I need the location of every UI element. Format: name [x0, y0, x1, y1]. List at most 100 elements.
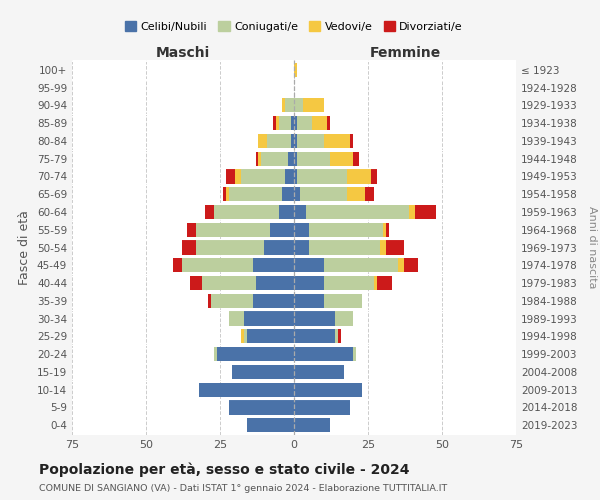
Bar — [294, 382, 362, 397]
Bar — [386, 240, 404, 254]
Bar — [383, 222, 386, 237]
Text: Popolazione per età, sesso e stato civile - 2024: Popolazione per età, sesso e stato civil… — [39, 462, 409, 477]
Bar — [173, 258, 182, 272]
Bar — [409, 205, 415, 219]
Bar — [226, 170, 235, 183]
Bar — [294, 170, 297, 183]
Bar — [279, 205, 294, 219]
Bar — [323, 258, 398, 272]
Bar — [323, 276, 374, 290]
Y-axis label: Fasce di età: Fasce di età — [19, 210, 31, 285]
Bar — [205, 205, 214, 219]
Bar — [312, 116, 326, 130]
Bar — [282, 187, 294, 202]
Bar — [338, 330, 341, 344]
Bar — [279, 116, 291, 130]
Bar — [294, 240, 309, 254]
Legend: Celibi/Nubili, Coniugati/e, Vedovi/e, Divorziati/e: Celibi/Nubili, Coniugati/e, Vedovi/e, Di… — [121, 17, 467, 36]
Bar — [365, 187, 374, 202]
Bar — [223, 187, 226, 202]
Bar — [300, 187, 347, 202]
Bar — [294, 134, 297, 148]
Bar — [244, 312, 294, 326]
Bar — [323, 134, 350, 148]
Bar — [294, 152, 297, 166]
Bar — [268, 134, 291, 148]
Bar — [350, 134, 353, 148]
Bar — [294, 294, 323, 308]
Bar — [199, 382, 294, 397]
Bar — [297, 152, 329, 166]
Bar — [353, 347, 356, 361]
Text: Femmine: Femmine — [370, 46, 440, 60]
Bar — [196, 240, 265, 254]
Bar — [294, 365, 344, 379]
Bar — [294, 62, 297, 77]
Bar — [326, 116, 329, 130]
Bar — [202, 276, 256, 290]
Bar — [291, 134, 294, 148]
Bar — [247, 418, 294, 432]
Bar — [294, 98, 303, 112]
Bar — [353, 152, 359, 166]
Bar — [294, 222, 309, 237]
Bar — [256, 276, 294, 290]
Bar — [259, 152, 262, 166]
Bar — [386, 222, 389, 237]
Bar — [282, 98, 285, 112]
Bar — [335, 330, 338, 344]
Bar — [294, 347, 353, 361]
Bar — [297, 170, 347, 183]
Bar — [288, 152, 294, 166]
Bar — [297, 134, 323, 148]
Bar — [291, 116, 294, 130]
Bar — [247, 330, 294, 344]
Bar — [380, 240, 386, 254]
Bar — [303, 98, 323, 112]
Bar — [253, 294, 294, 308]
Bar — [309, 222, 383, 237]
Bar — [335, 312, 353, 326]
Bar — [244, 330, 247, 344]
Bar — [241, 170, 285, 183]
Bar — [232, 365, 294, 379]
Bar — [294, 205, 306, 219]
Bar — [404, 258, 418, 272]
Bar — [256, 152, 259, 166]
Bar — [294, 312, 335, 326]
Bar — [211, 294, 253, 308]
Bar — [235, 170, 241, 183]
Bar — [294, 258, 323, 272]
Bar — [377, 276, 392, 290]
Bar — [323, 294, 362, 308]
Bar — [182, 258, 253, 272]
Bar — [347, 187, 365, 202]
Bar — [190, 276, 202, 290]
Bar — [294, 400, 350, 414]
Text: COMUNE DI SANGIANO (VA) - Dati ISTAT 1° gennaio 2024 - Elaborazione TUTTITALIA.I: COMUNE DI SANGIANO (VA) - Dati ISTAT 1° … — [39, 484, 447, 493]
Bar — [347, 170, 371, 183]
Bar — [226, 187, 229, 202]
Bar — [374, 276, 377, 290]
Bar — [294, 116, 297, 130]
Bar — [229, 187, 282, 202]
Bar — [214, 205, 279, 219]
Bar — [229, 312, 244, 326]
Bar — [271, 222, 294, 237]
Bar — [196, 222, 271, 237]
Bar — [294, 330, 335, 344]
Bar — [276, 116, 279, 130]
Bar — [297, 116, 312, 130]
Bar — [262, 152, 288, 166]
Bar — [214, 347, 217, 361]
Bar — [259, 134, 268, 148]
Bar — [208, 294, 211, 308]
Bar — [371, 170, 377, 183]
Bar — [309, 240, 380, 254]
Bar — [253, 258, 294, 272]
Bar — [241, 330, 244, 344]
Bar — [398, 258, 404, 272]
Bar — [285, 170, 294, 183]
Y-axis label: Anni di nascita: Anni di nascita — [587, 206, 597, 289]
Text: Maschi: Maschi — [156, 46, 210, 60]
